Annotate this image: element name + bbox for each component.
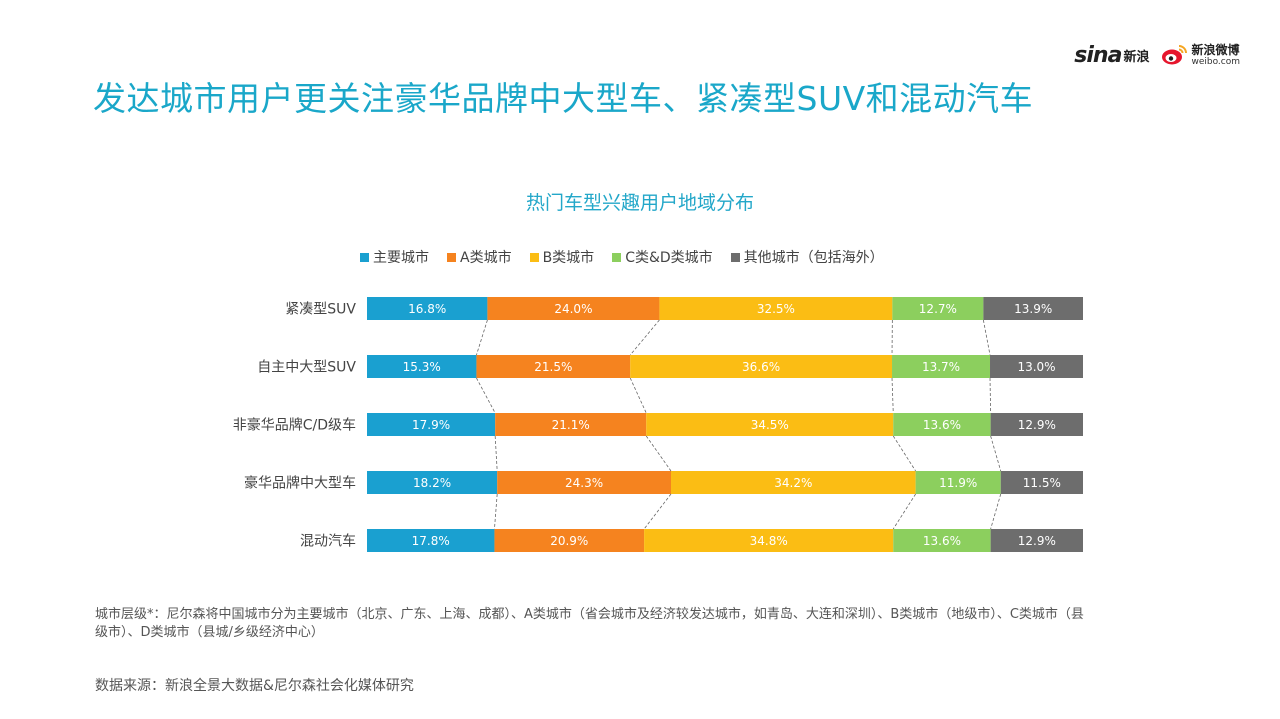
weibo-eye-icon: [1162, 45, 1188, 65]
legend-item: C类&D类城市: [612, 247, 713, 267]
bar-segment: [893, 529, 991, 552]
sina-logo: sina 新浪: [1074, 43, 1149, 68]
data-label: 32.5%: [757, 302, 795, 316]
legend-item: B类城市: [529, 247, 595, 267]
data-label: 21.5%: [534, 360, 572, 374]
sina-logo-word: sina: [1074, 42, 1122, 68]
data-label: 11.9%: [939, 476, 977, 490]
sina-logo-cn: 新浪: [1123, 49, 1150, 65]
legend-label: 其他城市（包括海外）: [743, 250, 884, 266]
data-label: 13.6%: [923, 534, 961, 548]
bar-segment: [367, 471, 498, 494]
legend-item: 主要城市: [360, 247, 429, 267]
data-label: 20.9%: [550, 534, 588, 548]
data-label: 12.9%: [1018, 418, 1056, 432]
connector-line: [629, 377, 647, 414]
bar-segment: [367, 355, 477, 378]
weibo-logo-url: weibo.com: [1191, 56, 1240, 67]
legend-swatch: [730, 252, 740, 262]
data-label: 15.3%: [403, 360, 441, 374]
page-title: 发达城市用户更关注豪华品牌中大型车、紧凑型SUV和混动汽车: [93, 79, 1034, 118]
bar-segment: [476, 355, 631, 378]
bar-segment: [990, 355, 1083, 378]
bar-segment: [983, 297, 1083, 320]
category-label: 紧凑型SUV: [285, 301, 356, 318]
chart-title: 热门车型兴趣用户地域分布: [525, 192, 754, 214]
data-label: 18.2%: [413, 476, 451, 490]
connector-line: [643, 493, 672, 530]
bar-segment: [1000, 471, 1083, 494]
bar-segment: [670, 471, 916, 494]
weibo-logo: 新浪微博 weibo.com: [1161, 44, 1240, 67]
data-label: 34.2%: [774, 476, 812, 490]
brand-logos: sina 新浪 新浪微博 weibo.com: [1074, 38, 1240, 72]
legend-swatch: [612, 252, 622, 262]
connector-line: [891, 377, 894, 414]
data-label: 12.7%: [919, 302, 957, 316]
connector-line: [645, 435, 672, 472]
bar-segment: [659, 297, 893, 320]
legend-item: 其他城市（包括海外）: [730, 247, 884, 267]
legend-label: A类城市: [460, 250, 512, 266]
bar-segment: [367, 297, 488, 320]
bar-segment: [497, 471, 671, 494]
data-source: 数据来源：新浪全景大数据&尼尔森社会化媒体研究: [95, 678, 414, 694]
legend-label: 主要城市: [373, 250, 429, 266]
data-label: 17.9%: [412, 418, 450, 432]
connector-line: [494, 435, 498, 472]
data-label: 21.1%: [552, 418, 590, 432]
category-label: 非豪华品牌C/D级车: [233, 417, 356, 434]
data-label: 16.8%: [408, 302, 446, 316]
bar-segment: [893, 413, 991, 436]
legend-swatch: [529, 252, 539, 262]
bar-segment: [367, 413, 496, 436]
connector-line: [989, 377, 992, 414]
bar-segment: [630, 355, 893, 378]
bar-segment: [892, 355, 991, 378]
legend-swatch: [447, 252, 456, 262]
legend-swatch: [360, 252, 369, 262]
footnote: 城市层级*：尼尔森将中国城市分为主要城市（北京、广东、上海、成都）、A类城市（省…: [95, 607, 1084, 640]
connector-line: [892, 435, 916, 472]
data-label: 36.6%: [742, 360, 780, 374]
bar-segment: [990, 529, 1083, 552]
category-label: 自主中大型SUV: [257, 360, 356, 376]
connector-line: [476, 377, 496, 414]
data-label: 34.5%: [751, 418, 789, 432]
data-label: 24.0%: [554, 302, 592, 316]
data-label: 13.0%: [1017, 360, 1055, 374]
data-label: 13.7%: [922, 360, 960, 374]
category-label: 豪华品牌中大型车: [244, 475, 356, 492]
bar-segment: [644, 529, 894, 552]
chart-legend: 主要城市 A类城市 B类城市 C类&D类城市 其他城市（包括海外）: [360, 247, 884, 267]
category-label: 混动汽车: [300, 533, 356, 550]
connector-line: [476, 319, 488, 356]
data-label: 12.9%: [1018, 534, 1056, 548]
bar-segment: [990, 413, 1083, 436]
weibo-logo-cn: 新浪微博: [1191, 42, 1240, 57]
data-label: 24.3%: [565, 476, 603, 490]
bar-segment: [487, 297, 660, 320]
connector-line: [982, 319, 991, 356]
connector-line: [990, 435, 1002, 472]
connector-line: [629, 319, 660, 356]
bar-segment: [495, 413, 647, 436]
bar-segment: [494, 529, 645, 552]
legend-label: C类&D类城市: [625, 250, 713, 266]
bar-segment: [915, 471, 1001, 494]
legend-label: B类城市: [542, 250, 595, 266]
bar-segment: [367, 529, 495, 552]
connector-line: [990, 493, 1002, 530]
bar-segment: [646, 413, 894, 436]
data-label: 17.8%: [412, 534, 450, 548]
data-label: 11.5%: [1023, 476, 1061, 490]
connector-line: [494, 493, 498, 530]
legend-item: A类城市: [447, 247, 512, 267]
data-label: 13.9%: [1014, 302, 1052, 316]
bar-segment: [892, 297, 984, 320]
data-label: 34.8%: [750, 534, 788, 548]
data-label: 13.6%: [923, 418, 961, 432]
connector-line: [892, 493, 916, 530]
